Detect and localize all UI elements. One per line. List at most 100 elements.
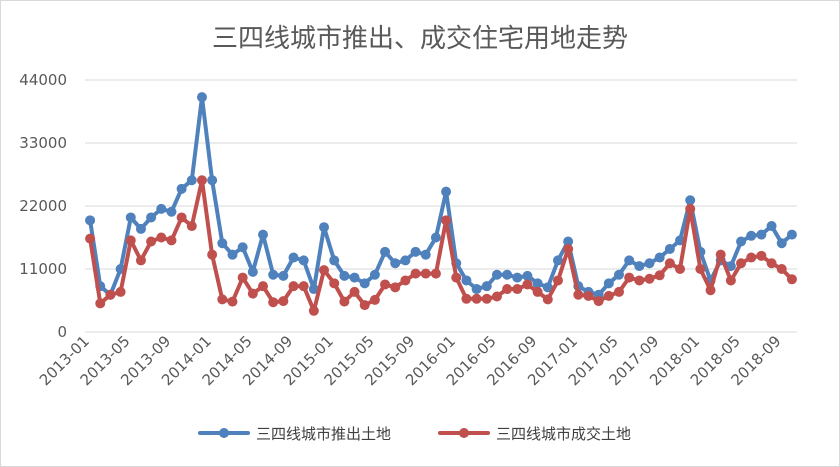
data-point xyxy=(522,270,533,281)
y-tick-label: 11000 xyxy=(19,260,67,278)
data-point xyxy=(624,272,635,283)
y-tick-label: 33000 xyxy=(19,134,67,152)
data-point xyxy=(146,212,157,223)
data-point xyxy=(380,246,391,257)
data-point xyxy=(552,255,563,266)
data-point xyxy=(441,186,452,197)
data-point xyxy=(227,249,238,260)
x-axis: 2013-012013-052013-092014-012014-052014-… xyxy=(36,332,785,389)
data-point xyxy=(308,305,319,316)
data-point xyxy=(207,175,218,186)
data-point xyxy=(614,286,624,297)
data-point xyxy=(247,288,258,299)
data-point xyxy=(634,275,645,286)
data-point xyxy=(746,252,757,263)
series xyxy=(85,92,797,300)
data-point xyxy=(695,264,706,274)
data-point xyxy=(258,229,268,240)
data-point xyxy=(420,249,431,260)
data-point xyxy=(654,252,665,263)
data-point xyxy=(786,274,797,285)
data-point xyxy=(298,281,309,292)
data-point xyxy=(237,242,248,253)
data-point xyxy=(359,300,370,311)
data-point xyxy=(349,272,360,283)
data-point xyxy=(278,296,289,307)
data-point xyxy=(583,290,594,301)
series-line xyxy=(88,178,794,313)
data-point xyxy=(664,258,675,269)
data-point xyxy=(237,272,248,283)
data-point xyxy=(512,272,523,283)
data-point xyxy=(461,275,472,286)
data-point xyxy=(258,281,268,292)
data-point xyxy=(542,282,553,293)
data-point xyxy=(705,285,716,296)
data-point xyxy=(146,236,157,247)
data-point xyxy=(369,269,380,280)
data-point xyxy=(125,235,136,246)
data-point xyxy=(217,294,228,305)
data-point xyxy=(441,215,452,226)
data-point xyxy=(298,255,309,266)
data-point xyxy=(532,278,543,289)
data-point xyxy=(725,275,736,286)
data-point xyxy=(614,269,624,280)
data-point xyxy=(481,281,492,292)
data-point xyxy=(400,275,411,286)
data-point xyxy=(451,272,462,283)
data-point xyxy=(776,264,787,274)
data-point xyxy=(196,175,207,186)
data-point xyxy=(563,243,574,254)
y-tick-label: 0 xyxy=(57,323,67,341)
data-point xyxy=(766,221,777,232)
data-point xyxy=(390,258,401,269)
data-point xyxy=(522,279,533,290)
data-point xyxy=(359,278,370,289)
data-point xyxy=(135,223,146,234)
series xyxy=(85,175,797,316)
data-point xyxy=(776,238,787,249)
data-point xyxy=(491,291,502,302)
data-point xyxy=(308,284,319,295)
data-point xyxy=(410,246,421,257)
data-point xyxy=(420,268,431,279)
data-point xyxy=(725,261,736,272)
data-point xyxy=(85,215,96,226)
data-point xyxy=(268,297,279,308)
data-point xyxy=(156,232,167,243)
legend-swatch-marker xyxy=(459,428,469,438)
data-point xyxy=(502,284,513,295)
data-point xyxy=(736,258,747,269)
data-point xyxy=(166,206,177,217)
data-point xyxy=(329,255,340,266)
data-point xyxy=(430,268,441,279)
data-point xyxy=(563,236,574,247)
data-point xyxy=(471,284,482,295)
data-point xyxy=(430,232,441,243)
data-point xyxy=(461,293,472,304)
data-point xyxy=(675,264,686,274)
data-point xyxy=(624,255,635,266)
data-point xyxy=(573,289,584,300)
series-line xyxy=(88,95,794,297)
data-point xyxy=(339,296,350,307)
data-point xyxy=(186,221,197,232)
data-point xyxy=(786,229,797,240)
data-point xyxy=(207,249,218,260)
data-point xyxy=(135,255,146,266)
data-point xyxy=(715,249,726,260)
data-point xyxy=(542,294,553,305)
data-point xyxy=(247,266,258,277)
data-point xyxy=(186,175,197,186)
data-point xyxy=(644,258,655,269)
data-point xyxy=(268,269,279,280)
data-point xyxy=(115,286,126,297)
data-point xyxy=(400,255,411,266)
data-point xyxy=(166,235,177,246)
data-point xyxy=(746,230,757,241)
data-point xyxy=(380,279,391,290)
data-point xyxy=(105,289,116,300)
data-point xyxy=(685,203,696,214)
